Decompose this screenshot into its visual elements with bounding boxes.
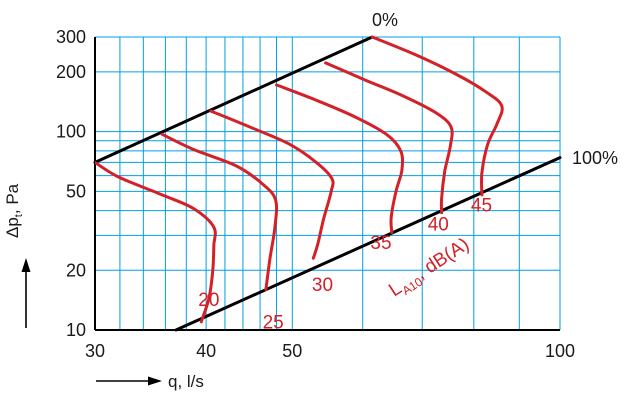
series-labels: 20 25 30 35 40 45 — [198, 196, 492, 334]
series-line-25 — [160, 132, 279, 291]
x-axis-arrow — [96, 376, 162, 386]
series-label-25: 25 — [263, 313, 284, 334]
x-tick-label: 100 — [545, 341, 575, 361]
series-label-20: 20 — [198, 290, 219, 311]
series-label-35: 35 — [370, 233, 391, 254]
x-axis-label: q, l/s — [168, 372, 204, 391]
series-line-30 — [209, 109, 335, 260]
boundary-label-100pct: 100% — [572, 148, 618, 168]
y-axis-arrow — [21, 258, 31, 328]
boundary-line-100pct — [174, 156, 562, 332]
x-tick-label: 50 — [282, 341, 302, 361]
tick-labels: 10 20 50 100 200 300 30 40 50 100 — [56, 27, 575, 361]
series-label-45: 45 — [471, 196, 492, 217]
y-axis-label-unit: , Pa — [3, 183, 22, 214]
boundary-label-0pct: 0% — [372, 10, 398, 30]
series-line-20 — [95, 160, 217, 324]
sound-level-curves — [95, 35, 504, 324]
plot-frame — [94, 37, 560, 331]
y-tick-label: 200 — [56, 62, 86, 82]
y-tick-label: 300 — [56, 27, 86, 47]
boundary-lines — [93, 35, 562, 332]
x-tick-label: 30 — [85, 341, 105, 361]
x-tick-label: 40 — [196, 341, 216, 361]
y-tick-label: 10 — [66, 320, 86, 340]
sound-level-label: LA10, dB(A) — [385, 234, 474, 304]
boundary-line-0pct — [93, 35, 374, 164]
y-axis-label-sub: t — [13, 214, 25, 217]
y-tick-label: 100 — [56, 122, 86, 142]
series-label-40: 40 — [428, 215, 449, 236]
series-line-35 — [275, 83, 405, 234]
series-line-40 — [324, 61, 454, 215]
y-tick-label: 50 — [66, 181, 86, 201]
series-line-45 — [370, 35, 504, 197]
y-tick-label: 20 — [66, 260, 86, 280]
y-axis-label-main: Δp — [3, 217, 22, 238]
series-label-30: 30 — [312, 275, 333, 296]
sound-level-label-rest: , dB(A) — [412, 234, 473, 284]
y-axis-label: Δpt, Pa — [3, 183, 25, 238]
